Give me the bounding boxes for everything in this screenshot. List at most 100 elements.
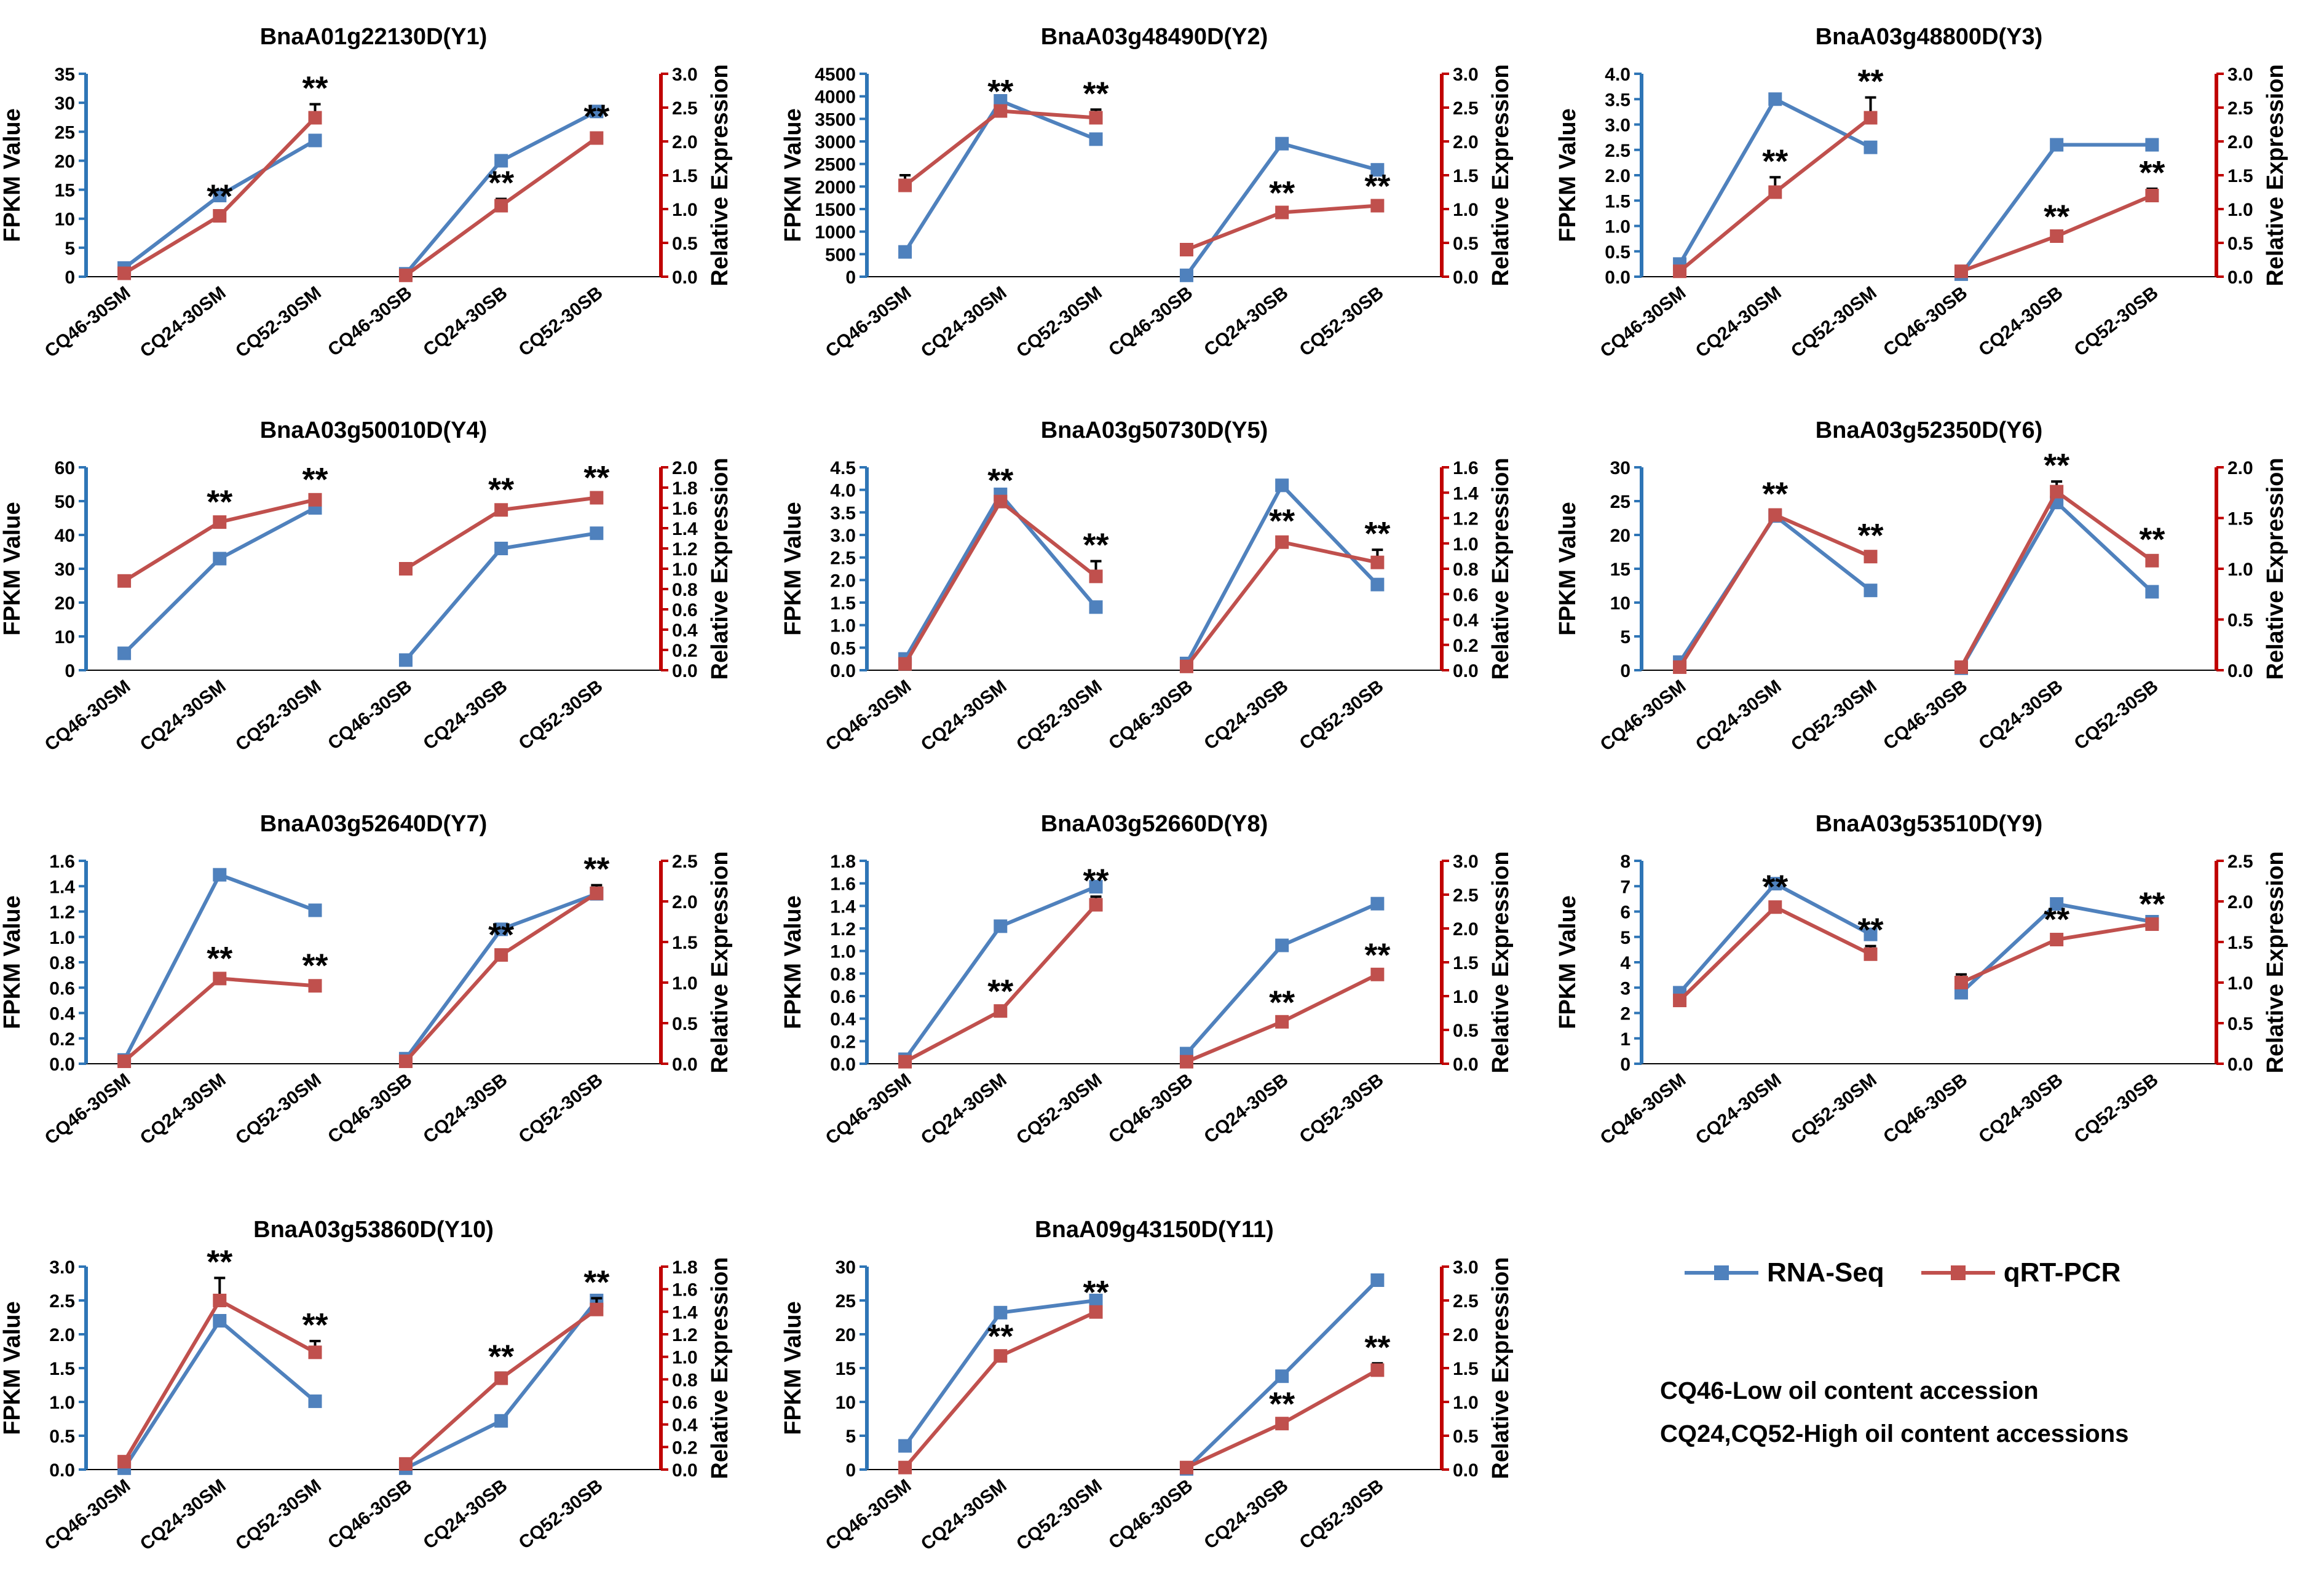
rnaseq-point xyxy=(1089,600,1103,614)
x-tick-label: CQ52-30SM xyxy=(232,1476,325,1555)
left-tick-label: 1.8 xyxy=(830,852,856,872)
right-tick-label: 1.0 xyxy=(2227,560,2253,580)
left-axis-title: FPKM Value xyxy=(780,108,806,242)
left-axis-title: FPKM Value xyxy=(1555,502,1581,636)
right-tick-label: 1.0 xyxy=(672,560,698,580)
qrtpcr-point xyxy=(308,111,322,125)
rnaseq-series-line xyxy=(1678,513,1872,663)
left-tick-label: 1.2 xyxy=(830,919,856,940)
qrtpcr-point xyxy=(1864,947,1878,961)
rnaseq-point xyxy=(1370,163,1385,177)
left-tick-label: 3.5 xyxy=(830,503,856,523)
right-tick-label: 0.0 xyxy=(672,1460,698,1481)
right-tick-label: 1.5 xyxy=(2227,509,2253,529)
x-tick-label: CQ24-30SM xyxy=(1692,676,1785,756)
chart-panel-9: BnaA03g53510D(Y9) 0 1 2 3 4 5 6 7 8 FPKM Value 0.0 0… xyxy=(1555,811,2288,1149)
right-tick-label: 1.5 xyxy=(1453,166,1479,186)
left-tick-label: 1.5 xyxy=(830,593,856,614)
left-tick-label: 0.0 xyxy=(49,1460,75,1481)
rnaseq-point xyxy=(398,653,413,667)
left-tick-label: 50 xyxy=(55,492,75,512)
qrtpcr-point xyxy=(1768,900,1782,914)
left-axis-title: FPKM Value xyxy=(1555,108,1581,242)
right-tick-label: 0.5 xyxy=(1453,1427,1479,1447)
significance-marker: ** xyxy=(302,461,328,498)
left-tick-label: 3.0 xyxy=(49,1257,75,1278)
rnaseq-point xyxy=(2145,585,2159,599)
right-axis-title: Relative Expression xyxy=(2263,851,2288,1073)
right-axis-title: Relative Expression xyxy=(1488,457,1514,679)
qrtpcr-point xyxy=(1954,660,1968,675)
left-tick-label: 1.4 xyxy=(49,877,75,897)
left-tick-label: 30 xyxy=(1610,458,1630,478)
left-tick-label: 2.5 xyxy=(830,548,856,569)
x-tick-label: CQ52-30SB xyxy=(515,676,607,754)
right-tick-label: 1.6 xyxy=(672,1280,698,1300)
right-tick-label: 1.0 xyxy=(2227,200,2253,220)
right-tick-label: 1.5 xyxy=(672,933,698,953)
qrtpcr-series-line xyxy=(1959,489,2154,668)
rnaseq-series-line xyxy=(122,506,316,655)
x-tick-label: CQ46-30SB xyxy=(1879,676,1971,754)
significance-marker: ** xyxy=(207,178,232,215)
x-tick-label: CQ52-30SB xyxy=(515,283,607,361)
left-tick-label: 1.0 xyxy=(1605,217,1630,237)
qrtpcr-point xyxy=(1768,508,1782,522)
qrtpcr-point xyxy=(117,1055,132,1069)
significance-marker: ** xyxy=(207,940,232,977)
significance-marker: ** xyxy=(1762,869,1788,906)
rnaseq-series-line xyxy=(903,98,1097,253)
right-tick-label: 2.0 xyxy=(1453,132,1479,152)
right-tick-label: 3.0 xyxy=(672,65,698,85)
right-tick-label: 0.5 xyxy=(1453,1021,1479,1041)
significance-marker: ** xyxy=(1762,143,1788,180)
right-tick-label: 1.0 xyxy=(1453,200,1479,220)
rnaseq-series-line xyxy=(1959,499,2154,670)
qrtpcr-point xyxy=(1954,264,1968,279)
left-tick-label: 2.0 xyxy=(830,571,856,591)
left-tick-label: 2 xyxy=(1620,1004,1630,1024)
qrtpcr-point xyxy=(1179,1460,1193,1474)
x-tick-label: CQ52-30SM xyxy=(232,1070,325,1149)
x-tick-label: CQ24-30SB xyxy=(1200,283,1292,361)
qrtpcr-point xyxy=(398,562,413,576)
qrtpcr-point xyxy=(398,268,413,282)
x-tick-label: CQ24-30SB xyxy=(1975,676,2066,754)
chart-panel-6: BnaA03g52350D(Y6) 0 5 10 15 20 25 30 FPKM Value 0… xyxy=(1555,418,2288,755)
qrtpcr-point xyxy=(1864,550,1878,564)
x-tick-label: CQ52-30SB xyxy=(1296,283,1388,361)
left-tick-label: 1500 xyxy=(815,200,856,220)
x-tick-label: CQ52-30SM xyxy=(1013,283,1106,362)
x-tick-label: CQ24-30SM xyxy=(1692,1070,1785,1149)
rnaseq-point xyxy=(494,1414,508,1428)
qrtpcr-point xyxy=(213,972,227,986)
rnaseq-point xyxy=(1768,92,1782,106)
right-tick-label: 0.6 xyxy=(1453,585,1479,605)
qrtpcr-point xyxy=(213,209,227,223)
rnaseq-point xyxy=(1275,478,1289,493)
left-tick-label: 4500 xyxy=(815,65,856,85)
qrtpcr-point xyxy=(1275,205,1289,220)
chart-panel-3: BnaA03g48800D(Y3) 0.0 0.5 1.0 1.5 2.0 2.5 3.0 3.… xyxy=(1555,24,2288,362)
right-axis-title: Relative Expression xyxy=(1488,851,1514,1073)
x-tick-label: CQ46-30SM xyxy=(1597,676,1690,756)
note-high-oil: CQ24,CQ52-High oil content accessions xyxy=(1660,1420,2129,1447)
right-tick-label: 1.8 xyxy=(672,478,698,499)
qrtpcr-point xyxy=(1179,659,1193,673)
left-axis-title: FPKM Value xyxy=(780,895,806,1029)
significance-marker: ** xyxy=(488,165,514,202)
right-tick-label: 1.0 xyxy=(1453,534,1479,555)
right-tick-label: 2.5 xyxy=(1453,1291,1479,1312)
right-tick-label: 1.6 xyxy=(672,499,698,519)
x-tick-label: CQ46-30SM xyxy=(822,283,915,362)
x-tick-label: CQ46-30SM xyxy=(822,1070,915,1149)
x-tick-label: CQ46-30SM xyxy=(41,283,135,362)
right-tick-label: 0.5 xyxy=(2227,611,2253,631)
rnaseq-point xyxy=(994,1305,1008,1320)
left-tick-label: 0.0 xyxy=(49,1055,75,1075)
right-tick-label: 1.0 xyxy=(2227,973,2253,994)
x-tick-label: CQ52-30SM xyxy=(1787,1070,1881,1149)
left-tick-label: 60 xyxy=(55,458,75,478)
left-tick-label: 5 xyxy=(1620,627,1630,647)
legend: RNA-Seq qRT-PCR xyxy=(1685,1248,2157,1297)
